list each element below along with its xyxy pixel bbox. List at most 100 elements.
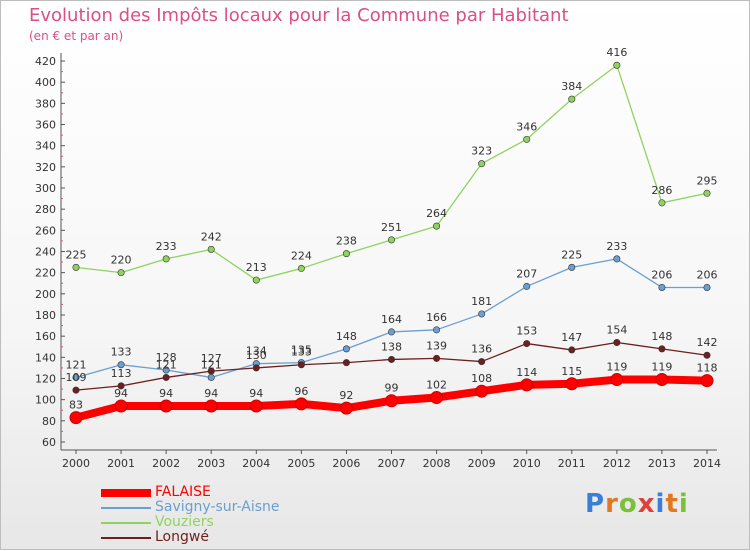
data-point [430, 391, 444, 405]
data-label: 119 [651, 361, 672, 374]
data-label: 109 [66, 371, 87, 384]
data-label: 148 [336, 330, 357, 343]
data-label: 220 [111, 254, 132, 267]
y-tick-label: 120 [35, 373, 56, 386]
data-point [568, 95, 576, 103]
data-label: 94 [159, 387, 173, 400]
data-label: 206 [651, 268, 672, 281]
x-tick-label: 2012 [603, 457, 631, 470]
data-label: 233 [606, 240, 627, 253]
data-label: 113 [111, 367, 132, 380]
data-label: 92 [339, 389, 353, 402]
data-point [117, 361, 125, 369]
data-point [252, 364, 260, 372]
data-point [523, 282, 531, 290]
legend-label: FALAISE [155, 484, 211, 500]
logo-letter: o [618, 489, 638, 519]
x-tick-label: 2003 [197, 457, 225, 470]
data-point [568, 346, 576, 354]
logo-letter: i [655, 489, 666, 519]
y-tick-label: 380 [35, 97, 56, 110]
data-point [114, 399, 128, 413]
data-point [339, 401, 353, 415]
data-label: 94 [114, 387, 128, 400]
data-point [162, 366, 170, 374]
data-point [72, 263, 80, 271]
data-point [207, 245, 215, 253]
data-label: 147 [561, 331, 582, 344]
data-label: 133 [111, 346, 132, 359]
data-label: 121 [156, 358, 177, 371]
data-point [610, 373, 624, 387]
y-tick-label: 200 [35, 288, 56, 301]
data-label: 138 [381, 340, 402, 353]
data-point [703, 189, 711, 197]
data-label: 83 [69, 399, 83, 412]
chart-legend: FALAISE Savigny-sur-Aisne Vouziers Longwé [101, 485, 280, 545]
data-point [703, 351, 711, 359]
data-label: 96 [294, 385, 308, 398]
data-point [342, 250, 350, 258]
data-point [658, 345, 666, 353]
legend-item: FALAISE [101, 485, 280, 500]
data-label: 114 [516, 366, 537, 379]
data-point [207, 373, 215, 381]
data-label: 164 [381, 313, 402, 326]
data-point [658, 283, 666, 291]
legend-swatch [101, 488, 151, 497]
data-point [565, 377, 579, 391]
y-tick-label: 180 [35, 309, 56, 322]
data-point [700, 374, 714, 388]
data-label: 108 [471, 372, 492, 385]
y-tick-label: 60 [42, 436, 56, 449]
data-point [297, 264, 305, 272]
data-label: 94 [204, 387, 218, 400]
data-label: 286 [651, 184, 672, 197]
data-label: 233 [156, 240, 177, 253]
data-point [478, 310, 486, 318]
data-label: 115 [561, 365, 582, 378]
x-tick-label: 2013 [648, 457, 676, 470]
y-tick-label: 160 [35, 330, 56, 343]
y-tick-label: 140 [35, 351, 56, 364]
data-label: 166 [426, 311, 447, 324]
logo-letter: x [637, 489, 656, 519]
x-tick-label: 2005 [287, 457, 315, 470]
data-label: 264 [426, 207, 447, 220]
data-point [294, 397, 308, 411]
data-point [613, 61, 621, 69]
data-point [387, 328, 395, 336]
data-label: 127 [201, 352, 222, 365]
data-label: 130 [246, 349, 267, 362]
data-label: 139 [426, 339, 447, 352]
x-tick-label: 2000 [62, 457, 90, 470]
data-point [204, 399, 218, 413]
data-label: 416 [606, 46, 627, 59]
y-tick-label: 360 [35, 119, 56, 132]
data-label: 224 [291, 249, 312, 262]
data-point [478, 160, 486, 168]
y-tick-label: 260 [35, 224, 56, 237]
y-tick-label: 100 [35, 394, 56, 407]
data-label: 121 [201, 358, 222, 371]
legend-swatch [101, 536, 151, 539]
data-point [297, 361, 305, 369]
data-label: 142 [697, 336, 718, 349]
data-point [72, 386, 80, 394]
data-label: 213 [246, 261, 267, 274]
legend-label: Longwé [155, 529, 209, 545]
data-point [249, 399, 263, 413]
logo-letter: P [585, 489, 606, 519]
data-label: 242 [201, 230, 222, 243]
chart-subtitle: (en € et par an) [29, 29, 124, 43]
data-label: 99 [385, 382, 399, 395]
data-point [478, 358, 486, 366]
y-tick-label: 320 [35, 161, 56, 174]
data-label: 121 [66, 358, 87, 371]
y-tick-label: 400 [35, 76, 56, 89]
data-label: 346 [516, 120, 537, 133]
legend-item: Vouziers [101, 515, 280, 530]
legend-swatch [101, 521, 151, 524]
data-point [72, 373, 80, 381]
